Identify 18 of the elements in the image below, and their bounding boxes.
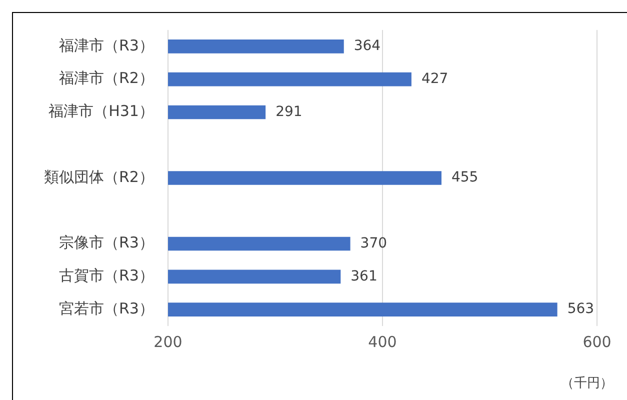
data-label: 361 (350, 268, 378, 284)
y-tick-label: 宗像市（R3） (58, 234, 154, 252)
x-tick-label: 400 (368, 332, 397, 351)
data-label: 370 (360, 235, 388, 252)
y-tick-label: 福津市（H31） (48, 102, 154, 120)
y-tick-label: 福津市（R2） (58, 69, 154, 88)
data-label: 291 (276, 104, 302, 120)
text: （千円） (561, 375, 613, 392)
y-tick-label: 福津市（R3） (58, 36, 154, 54)
x-tick-label: 600 (582, 332, 612, 351)
data-label: 563 (567, 301, 594, 318)
y-tick-label: 古賀市（R3） (58, 266, 154, 285)
x-tick-label: 200 (154, 332, 182, 351)
y-tick-label: 類似団体（R2） (44, 168, 154, 186)
y-tick-label: 宮若市（R3） (58, 299, 154, 318)
data-label: 427 (421, 70, 448, 87)
data-label: 364 (354, 38, 381, 54)
data-label: 455 (451, 170, 478, 186)
